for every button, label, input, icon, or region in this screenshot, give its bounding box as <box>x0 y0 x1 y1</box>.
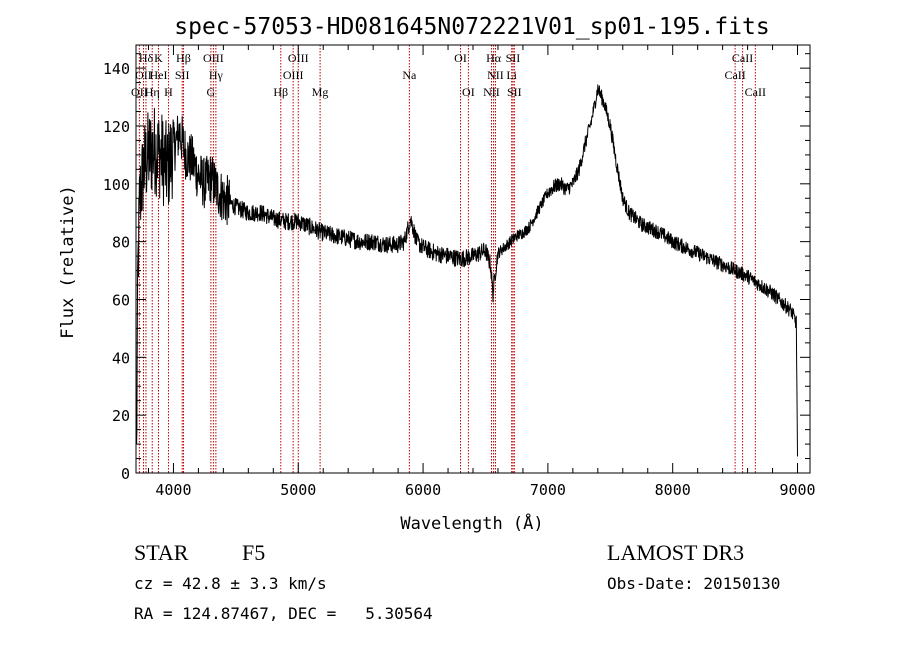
spectral-line-label: G <box>207 85 216 99</box>
x-tick-label: 4000 <box>155 481 191 499</box>
x-tick-label: 7000 <box>530 481 566 499</box>
spectral-line-label: NII <box>483 85 500 99</box>
spectral-line-label: Hβ <box>176 51 191 65</box>
x-axis-label: Wavelength (Å) <box>400 512 543 534</box>
x-tick-label: 5000 <box>280 481 316 499</box>
y-tick-label: 40 <box>112 349 130 367</box>
spectral-line-label: OI <box>454 51 467 65</box>
spectral-line-label: NII <box>487 68 504 82</box>
spectral-line-label: OII <box>131 85 148 99</box>
spectrum-series-line <box>136 84 798 457</box>
spectral-line-label: Mg <box>312 85 329 99</box>
redshift-readout: cz = 42.8 ± 3.3 km/s <box>134 574 327 593</box>
spectral-line-label: OI <box>462 85 475 99</box>
object-class: STAR <box>134 540 189 565</box>
survey-name: LAMOST DR3 <box>607 540 745 565</box>
spectral-line-label: Li <box>506 68 517 82</box>
y-tick-label: 0 <box>121 465 130 483</box>
spectral-line-label: CaII <box>745 85 766 99</box>
spectral-line-label: Hα <box>486 51 502 65</box>
x-tick-label: 8000 <box>655 481 691 499</box>
spectral-line-label: OIII <box>283 68 304 82</box>
y-tick-label: 20 <box>112 407 130 425</box>
y-tick-labels: 0 20 40 60 80 100 120 140 <box>103 60 130 483</box>
coordinates: RA = 124.87467, DEC = 5.30564 <box>134 604 433 623</box>
axis-ticks <box>136 45 810 474</box>
obs-date: Obs-Date: 20150130 <box>607 574 781 593</box>
spectral-line-label: SII <box>507 85 522 99</box>
spectral-line-label: HeI <box>149 68 167 82</box>
y-tick-label: 100 <box>103 176 130 194</box>
spectral-line-label: SII <box>175 68 190 82</box>
spectral-line-label: CaII <box>732 51 753 65</box>
spectral-line-label: OIII <box>288 51 309 65</box>
spectral-line-label: OIII <box>203 51 224 65</box>
y-tick-label: 80 <box>112 234 130 252</box>
spectral-line-label: SII <box>506 51 521 65</box>
spectral-line-label: Na <box>402 68 417 82</box>
y-tick-label: 120 <box>103 118 130 136</box>
y-axis-label: Flux (relative) <box>58 185 78 339</box>
chart-title: spec-57053-HD081645N072221V01_sp01-195.f… <box>174 14 769 40</box>
x-tick-labels: 4000 5000 6000 7000 8000 9000 <box>155 481 815 499</box>
x-tick-label: 9000 <box>779 481 815 499</box>
x-tick-label: 6000 <box>405 481 441 499</box>
spectral-line-label: OII <box>135 68 152 82</box>
spectral-line-label: Hδ <box>139 51 154 65</box>
object-subclass: F5 <box>242 540 266 565</box>
y-tick-label: 140 <box>103 60 130 78</box>
spectral-line-label: Hβ <box>273 85 288 99</box>
y-tick-label: 60 <box>112 291 130 309</box>
spectral-line-label: Hγ <box>209 68 224 82</box>
spectral-line-label: H <box>164 85 173 99</box>
spectral-line-label: K <box>154 51 163 65</box>
spectral-line-label: CaII <box>724 68 745 82</box>
spectral-line-label: Hη <box>145 85 160 99</box>
